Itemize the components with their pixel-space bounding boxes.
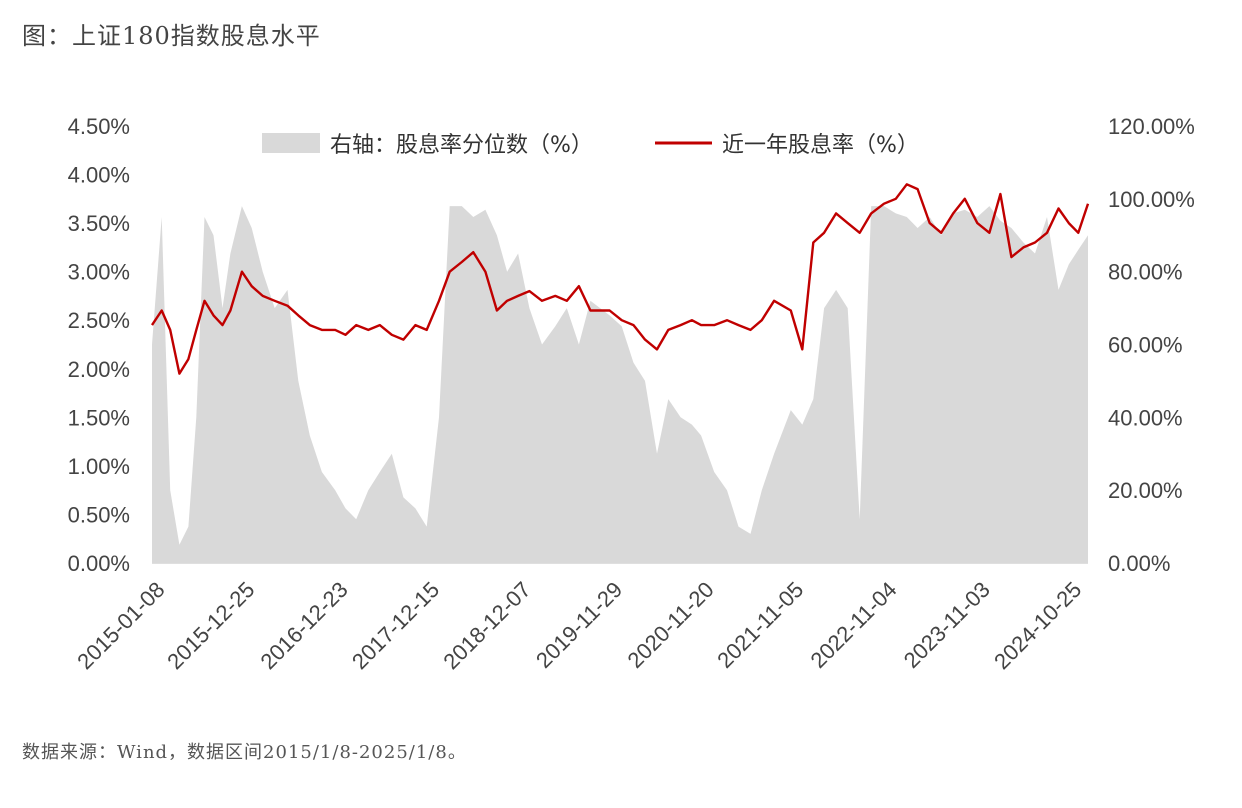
legend-label-area: 右轴：股息率分位数（%）: [330, 133, 593, 158]
x-tick-label: 2015-01-08: [72, 577, 169, 674]
right-y-tick-label: 20.00%: [1108, 478, 1183, 503]
legend-label-line: 近一年股息率（%）: [722, 133, 919, 158]
left-y-tick-label: 1.50%: [68, 405, 130, 430]
left-axis-ticks: 0.00% 0.50% 1.00% 1.50% 2.00% 2.50% 3.00% 3.50%…: [68, 114, 130, 576]
x-tick-label: 2020-11-20: [623, 577, 719, 673]
left-y-tick-label: 0.50%: [68, 502, 130, 527]
x-tick-label: 2021-11-05: [712, 577, 808, 673]
right-axis-ticks: 0.00% 20.00% 40.00% 60.00% 80.00% 100.00% 120.…: [1108, 114, 1195, 576]
right-y-tick-label: 100.00%: [1108, 187, 1195, 212]
x-axis-ticks: 2015-01-082015-12-252016-12-232017-12-15…: [72, 577, 1086, 674]
legend: 右轴：股息率分位数（%） 近一年股息率（%）: [262, 133, 919, 158]
right-y-tick-label: 40.00%: [1108, 405, 1183, 430]
left-y-tick-label: 1.00%: [68, 454, 130, 479]
x-tick-label: 2018-12-07: [438, 577, 535, 674]
left-y-tick-label: 0.00%: [68, 551, 130, 576]
x-tick-label: 2023-11-03: [899, 577, 995, 673]
x-tick-label: 2024-10-25: [989, 577, 1086, 674]
dividend-yield-line: [151, 183, 1090, 375]
left-y-tick-label: 4.00%: [68, 163, 130, 188]
x-tick-label: 2016-12-23: [255, 577, 352, 674]
left-y-tick-label: 3.00%: [68, 260, 130, 285]
right-y-tick-label: 80.00%: [1108, 260, 1183, 285]
right-y-tick-label: 60.00%: [1108, 333, 1183, 358]
x-tick-label: 2015-12-25: [162, 577, 259, 674]
left-y-tick-label: 3.50%: [68, 211, 130, 236]
right-y-tick-label: 120.00%: [1108, 114, 1195, 139]
left-y-tick-label: 4.50%: [68, 114, 130, 139]
right-y-tick-label: 0.00%: [1108, 551, 1170, 576]
left-y-tick-label: 2.00%: [68, 357, 130, 382]
x-tick-label: 2022-11-04: [805, 577, 901, 673]
source-note: 数据来源：Wind，数据区间2015/1/8-2025/1/8。: [22, 742, 467, 763]
x-tick-label: 2017-12-15: [347, 577, 444, 674]
percentile-area: [152, 206, 1088, 563]
legend-swatch-area: [262, 133, 320, 153]
x-tick-label: 2019-11-29: [531, 577, 627, 673]
chart-title: 图：上证180指数股息水平: [22, 22, 321, 50]
left-y-tick-label: 2.50%: [68, 308, 130, 333]
